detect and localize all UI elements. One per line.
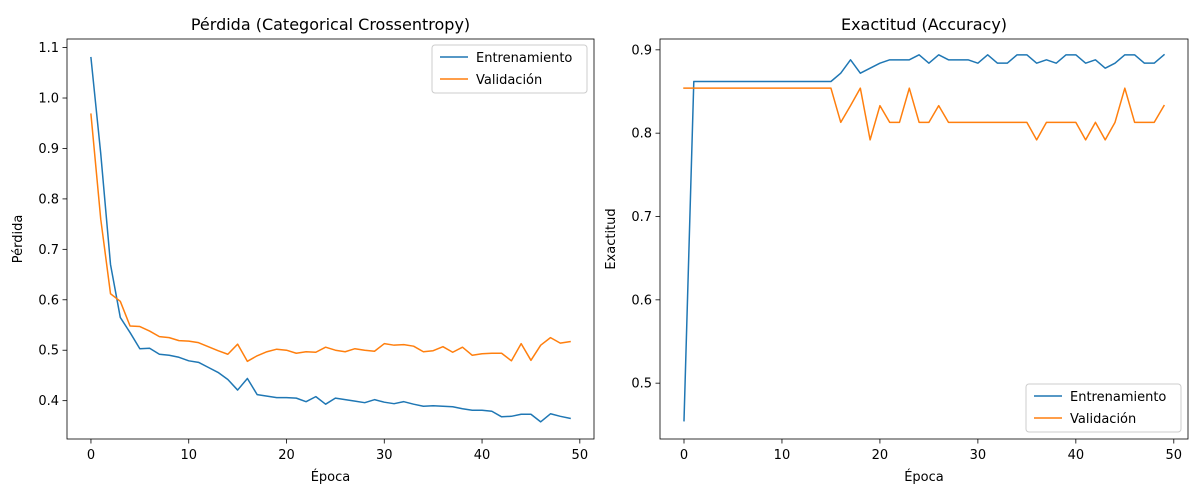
x-axis-label: Época	[904, 469, 944, 485]
x-tick-label: 30	[970, 448, 987, 463]
x-tick-label: 20	[278, 448, 295, 463]
legend: Entrenamiento Validación	[1025, 383, 1182, 433]
x-tick-label: 40	[1068, 448, 1085, 463]
x-tick-label: 40	[474, 448, 491, 463]
legend-label: Validación	[1070, 412, 1136, 427]
x-tick-label: 30	[376, 448, 393, 463]
chart-panel-2: Exactitud (Accuracy) 0 10 20 30 40 50 0.5 0.6 0.7…	[604, 15, 1189, 485]
y-tick-label: 0.6	[631, 293, 652, 308]
chart-panel-1: Pérdida (Categorical Crossentropy) 0 10 20 3…	[11, 15, 595, 485]
y-tick-label: 0.5	[38, 344, 59, 359]
x-tick-label: 10	[774, 448, 791, 463]
chart-title: Exactitud (Accuracy)	[841, 15, 1007, 34]
axes-frame	[66, 38, 595, 440]
y-tick-label: 1.1	[38, 41, 59, 56]
y-axis-label: Exactitud	[604, 208, 619, 269]
chart-title: Pérdida (Categorical Crossentropy)	[191, 15, 470, 34]
y-tick-label: 0.6	[38, 293, 59, 308]
series-line-entrenamiento	[683, 53, 1166, 422]
x-tick-label: 50	[572, 448, 589, 463]
y-tick-label: 0.9	[38, 142, 59, 157]
x-tick-label: 0	[680, 448, 688, 463]
y-tick-label: 0.8	[38, 192, 59, 207]
y-tick-label: 0.7	[38, 243, 59, 258]
x-tick-label: 0	[87, 448, 95, 463]
y-tick-label: 1.0	[38, 92, 59, 107]
legend-label: Entrenamiento	[1070, 390, 1166, 405]
series-line-entrenamiento	[90, 56, 571, 423]
x-axis-label: Época	[311, 469, 351, 485]
legend-box	[431, 44, 588, 94]
series-line-validacion	[683, 87, 1166, 141]
y-tick-label: 0.4	[38, 394, 59, 409]
y-axis-label: Pérdida	[11, 215, 26, 264]
axes-frame	[659, 38, 1189, 440]
x-tick-label: 20	[872, 448, 889, 463]
legend-box	[1025, 383, 1182, 433]
y-tick-label: 0.8	[631, 127, 652, 142]
y-tick-label: 0.7	[631, 210, 652, 225]
x-tick-label: 50	[1166, 448, 1183, 463]
legend-label: Entrenamiento	[476, 51, 572, 66]
y-tick-label: 0.5	[631, 377, 652, 392]
legend: Entrenamiento Validación	[431, 44, 588, 94]
legend-label: Validación	[476, 73, 542, 88]
y-tick-label: 0.9	[631, 43, 652, 58]
x-tick-label: 10	[180, 448, 197, 463]
series-line-validacion	[90, 113, 571, 363]
